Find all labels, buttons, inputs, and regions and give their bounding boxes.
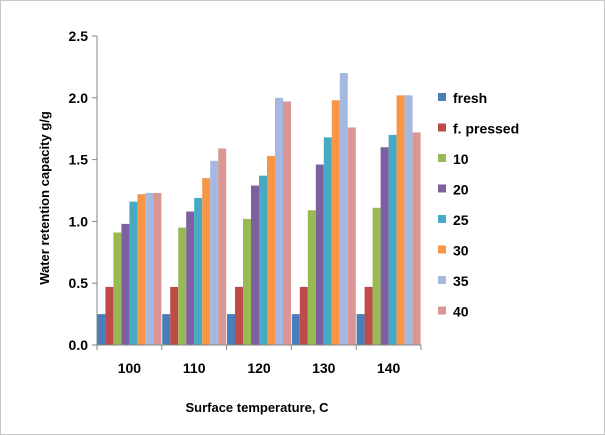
bar <box>170 286 179 345</box>
legend-label: 10 <box>453 151 469 167</box>
legend-swatch <box>438 215 446 223</box>
bar <box>235 286 243 345</box>
legend-swatch <box>438 123 446 132</box>
x-tick-label: 120 <box>247 360 271 376</box>
y-tick-label: 1.5 <box>69 152 89 168</box>
bar <box>396 95 405 345</box>
bar <box>162 314 171 345</box>
bar <box>259 175 267 345</box>
bar <box>364 286 373 345</box>
y-tick-label: 0.0 <box>69 337 89 353</box>
legend-label: 25 <box>453 212 469 228</box>
axes <box>92 35 422 350</box>
legend-label: 20 <box>453 182 469 198</box>
bar <box>153 192 162 345</box>
bar <box>412 132 421 345</box>
bar <box>202 178 211 345</box>
bar <box>145 192 154 345</box>
bar <box>331 100 340 345</box>
y-tick-label: 0.5 <box>69 275 89 291</box>
bar <box>97 314 106 345</box>
legend-swatch <box>438 306 446 315</box>
legend-label: fresh <box>453 90 487 106</box>
y-tick-label: 2.5 <box>69 28 89 44</box>
legend: fresh f. pressed 10 20 25 30 35 40 <box>438 90 519 320</box>
bar <box>323 137 332 345</box>
bar <box>347 127 356 346</box>
bar <box>275 97 283 345</box>
bar <box>105 286 114 345</box>
x-tick-label: 110 <box>183 360 206 376</box>
bar <box>243 218 251 345</box>
bar <box>218 148 227 345</box>
bar <box>129 201 138 345</box>
x-tick-label: 100 <box>118 360 142 376</box>
x-axis-ticks: 100 110 120 130 140 <box>118 360 401 376</box>
legend-swatch <box>438 154 446 162</box>
legend-swatch <box>438 276 446 284</box>
bar <box>307 210 316 345</box>
bar <box>291 314 300 345</box>
x-axis-title: Surface temperature, C <box>185 400 329 415</box>
legend-swatch <box>438 184 446 193</box>
y-tick-label: 2.0 <box>69 90 89 106</box>
bar <box>388 134 397 345</box>
legend-label: 40 <box>453 304 469 320</box>
bar <box>194 197 203 345</box>
bar <box>267 155 275 345</box>
legend-swatch <box>438 93 446 101</box>
y-axis-ticks: 0.0 0.5 1.0 1.5 2.0 2.5 <box>69 28 89 353</box>
x-tick-label: 140 <box>377 360 401 376</box>
bar <box>137 194 146 345</box>
bar <box>315 164 324 345</box>
bar <box>186 211 195 345</box>
bar <box>404 95 413 345</box>
legend-label: f. pressed <box>453 121 519 137</box>
bar <box>121 223 130 345</box>
y-tick-label: 1.0 <box>69 213 89 229</box>
bar <box>283 101 291 346</box>
bar <box>210 160 219 345</box>
legend-label: 30 <box>453 243 469 259</box>
legend-label: 35 <box>453 273 469 289</box>
bar <box>339 73 348 345</box>
x-tick-label: 130 <box>312 360 336 376</box>
bar <box>251 185 259 345</box>
bar <box>227 314 235 345</box>
bars <box>97 73 421 346</box>
bar <box>113 232 122 345</box>
legend-swatch <box>438 245 446 254</box>
bar <box>178 227 187 345</box>
y-axis-title: Water retention capacity g/g <box>37 111 52 285</box>
bar <box>380 147 389 345</box>
bar <box>372 207 381 345</box>
bar <box>299 286 308 345</box>
bar <box>356 314 365 345</box>
